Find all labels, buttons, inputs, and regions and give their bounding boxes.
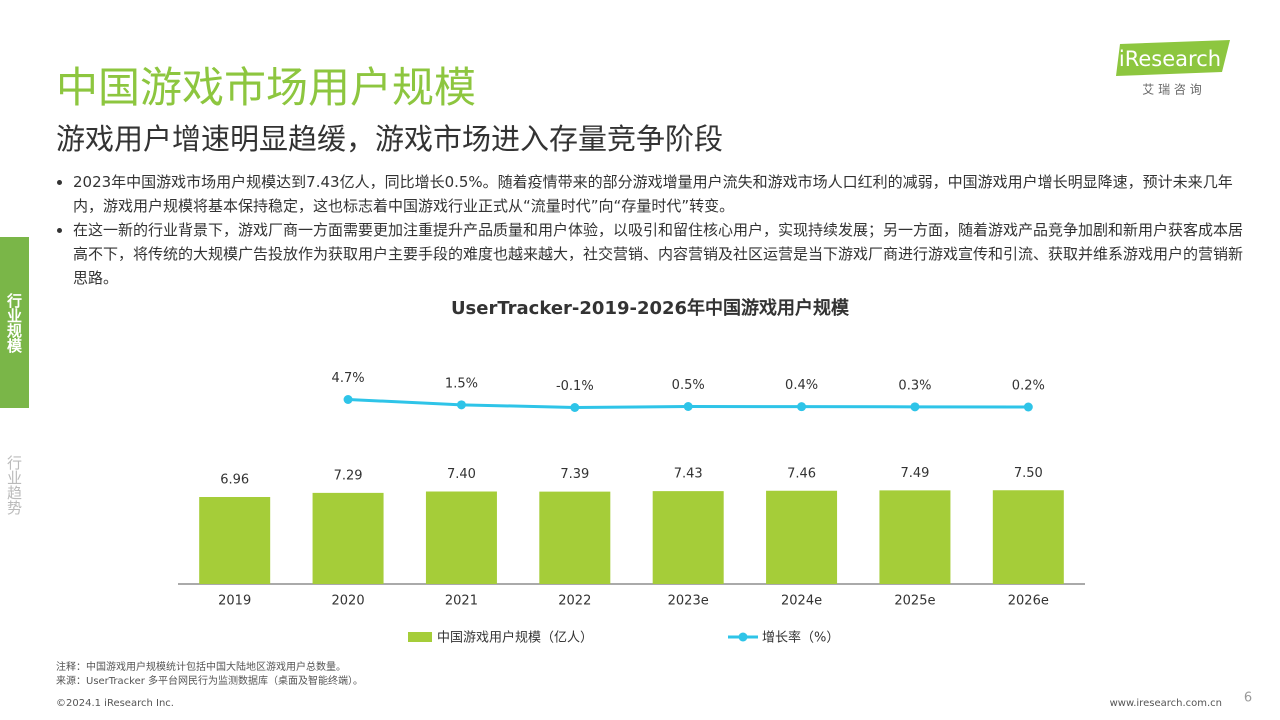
page-number: 6 (1244, 691, 1252, 706)
x-tick-label: 2022 (558, 594, 591, 609)
legend-label: 中国游戏用户规模（亿人） (437, 630, 593, 646)
x-tick-label: 2024e (781, 594, 822, 609)
x-tick-label: 2026e (1008, 594, 1049, 609)
logo: iResearch (1119, 47, 1221, 71)
slide-title: 中国游戏市场用户规模 (56, 63, 477, 112)
data-label: 7.50 (1014, 466, 1043, 481)
data-label: 7.39 (560, 467, 589, 482)
line-marker (570, 403, 580, 412)
data-label: 1.5% (445, 376, 478, 391)
legend-label: 增长率（%） (762, 630, 839, 646)
data-label: -0.1% (556, 379, 594, 394)
data-label: 7.49 (900, 466, 929, 481)
bullet: 2023年中国游戏市场用户规模达到7.43亿人，同比增长0.5%。随着疫情带来的… (73, 170, 1243, 218)
data-label: 0.4% (785, 378, 818, 393)
website: www.iresearch.com.cn (1110, 698, 1222, 709)
logo-sub: 艾 瑞 咨 询 (1142, 82, 1201, 97)
legend-swatch (408, 632, 432, 642)
data-label: 0.5% (672, 378, 705, 393)
bar (992, 490, 1064, 584)
slide-subtitle: 游戏用户增速明显趋缓，游戏市场进入存量竞争阶段 (56, 122, 724, 156)
logo-bg (1116, 40, 1230, 76)
tab-active[interactable]: 行业规模 (0, 237, 29, 408)
note: 来源：UserTracker 多平台网民行为监测数据库（桌面及智能终端）。 (56, 674, 363, 687)
data-label: 7.43 (674, 467, 703, 482)
line-marker (456, 400, 466, 410)
bar (879, 490, 951, 584)
line-marker (910, 402, 920, 412)
data-label: 7.40 (447, 467, 476, 482)
bar (652, 491, 724, 584)
line-marker (797, 402, 807, 412)
x-tick-label: 2023e (668, 594, 709, 609)
data-label: 7.29 (334, 468, 363, 483)
x-tick-label: 2019 (218, 594, 251, 609)
legend-swatch (738, 632, 748, 642)
line-marker (343, 395, 353, 404)
bar (425, 491, 497, 584)
copyright: ©2024.1 iResearch Inc. (56, 698, 174, 709)
tab[interactable]: 行业趋势 (5, 455, 23, 515)
data-label: 4.7% (332, 371, 365, 386)
bullet: 在这一新的行业背景下，游戏厂商一方面需要更加注重提升产品质量和用户体验，以吸引和… (73, 218, 1243, 290)
bullet-list: 2023年中国游戏市场用户规模达到7.43亿人，同比增长0.5%。随着疫情带来的… (56, 170, 1243, 290)
bar (539, 491, 611, 584)
x-tick-label: 2025e (894, 594, 935, 609)
note: 注释：中国游戏用户规模统计包括中国大陆地区游戏用户总数量。 (56, 660, 346, 673)
data-label: 6.96 (220, 473, 249, 488)
x-tick-label: 2020 (332, 594, 365, 609)
x-tick-label: 2021 (445, 594, 478, 609)
data-label: 0.2% (1012, 379, 1045, 394)
bar (766, 490, 838, 584)
chart-title: UserTracker-2019-2026年中国游戏用户规模 (451, 297, 850, 319)
bar (312, 492, 384, 584)
data-label: 7.46 (787, 466, 816, 481)
line-marker (683, 402, 693, 411)
line-marker (1023, 402, 1033, 412)
data-label: 0.3% (898, 378, 931, 393)
bar (199, 497, 271, 584)
